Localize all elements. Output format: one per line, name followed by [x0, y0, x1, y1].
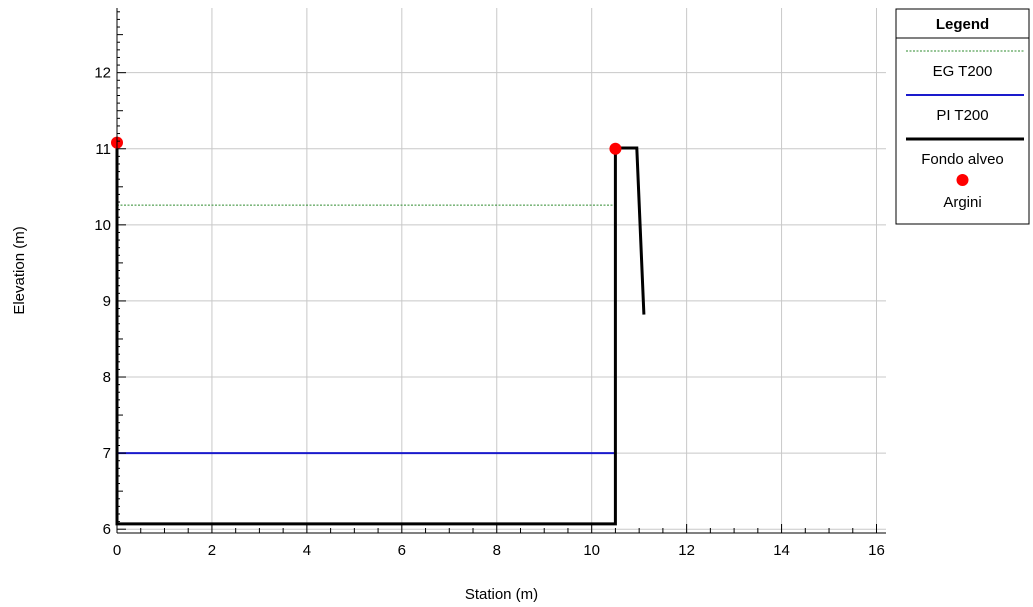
y-tick-label: 11 — [95, 141, 111, 158]
x-tick-label: 2 — [208, 542, 216, 559]
y-tick-label: 6 — [103, 521, 111, 538]
y-tick-label: 9 — [103, 293, 111, 310]
x-tick-label: 12 — [678, 542, 695, 559]
y-axis-title: Elevation (m) — [11, 226, 28, 314]
x-tick-label: 4 — [303, 542, 311, 559]
legend-marker-argini — [956, 174, 969, 186]
series-argini-point — [609, 142, 622, 155]
legend-title: Legend — [936, 16, 989, 33]
legend-box — [895, 8, 1030, 225]
y-tick-label: 10 — [94, 217, 111, 234]
legend: Legend EG T200 PI T200 Fondo alveo Argini — [895, 8, 1030, 225]
y-tick-label: 7 — [103, 445, 111, 462]
legend-label-argini: Argini — [943, 194, 981, 211]
x-tick-label: 6 — [398, 542, 406, 559]
series-fondo-alveo-line — [115, 145, 646, 526]
grid — [117, 8, 886, 533]
x-tick-label: 0 — [113, 542, 121, 559]
legend-label-pi-t200: PI T200 — [936, 107, 988, 124]
legend-label-fondo-alveo: Fondo alveo — [921, 151, 1004, 168]
series-layer — [111, 136, 646, 526]
x-tick-label: 10 — [583, 542, 600, 559]
x-tick-label: 8 — [493, 542, 501, 559]
axes: 0 2 4 6 8 10 12 14 16 6 7 8 9 10 11 12 — [94, 8, 886, 559]
y-tick-label: 12 — [94, 65, 111, 82]
y-tick-label: 8 — [103, 369, 111, 386]
legend-label-eg-t200: EG T200 — [933, 63, 993, 80]
x-axis-title: Station (m) — [465, 586, 538, 603]
x-tick-label: 16 — [868, 542, 885, 559]
x-tick-label: 14 — [773, 542, 790, 559]
